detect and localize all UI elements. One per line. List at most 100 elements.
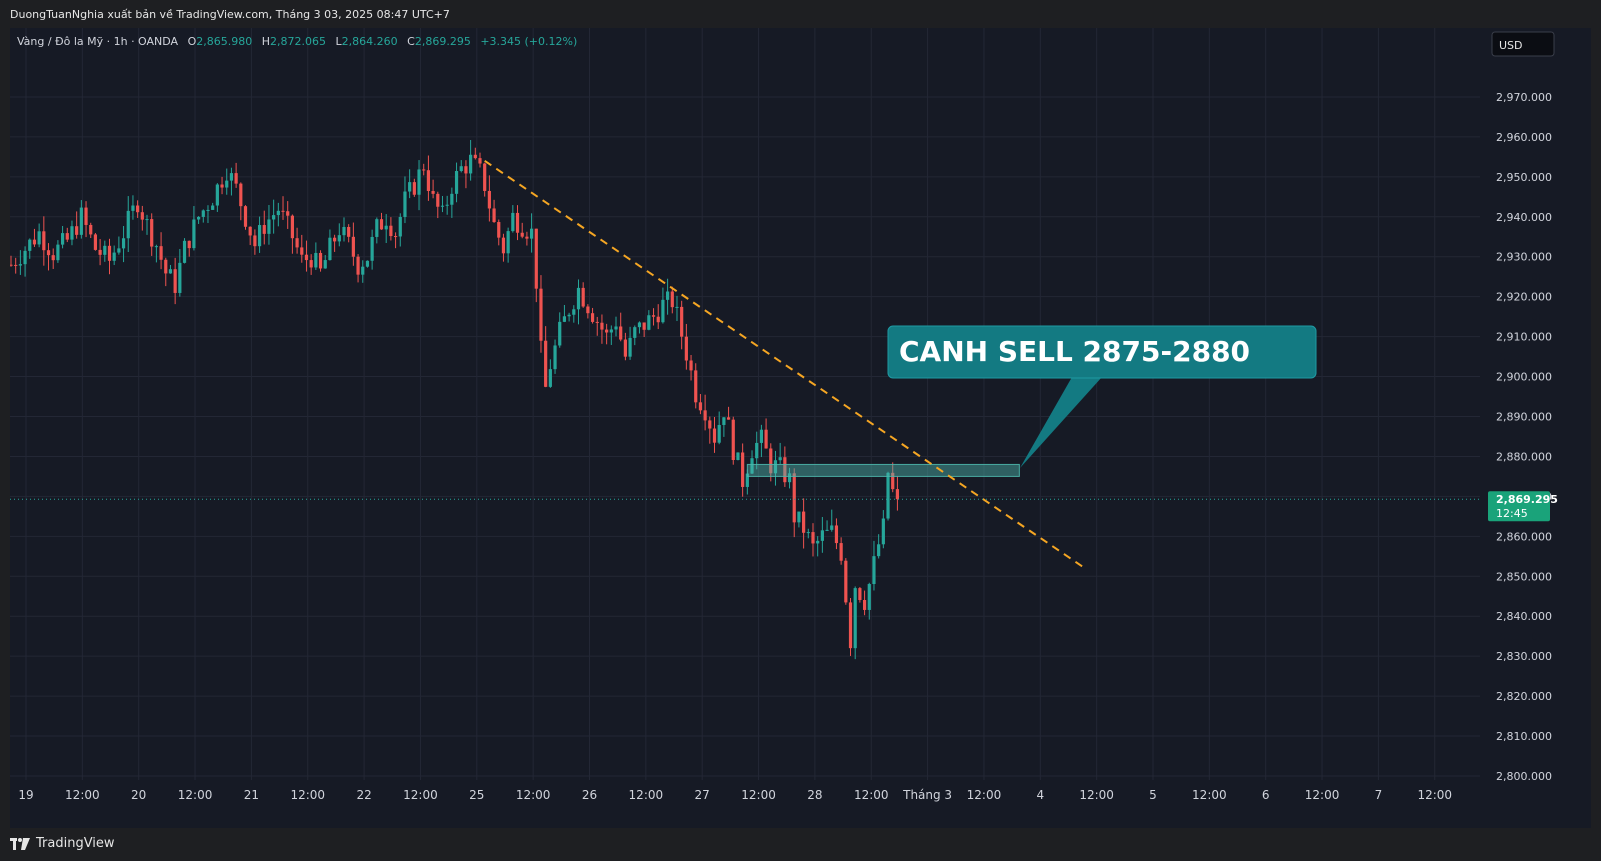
candle-down — [698, 402, 703, 411]
candle-up — [18, 264, 22, 266]
candle-down — [379, 219, 384, 230]
candle-down — [642, 322, 646, 330]
candle-down — [187, 240, 191, 249]
candle-down — [895, 489, 900, 500]
candle-down — [708, 420, 712, 429]
candle-down — [32, 239, 37, 245]
candle-up — [558, 321, 562, 346]
candle-down — [46, 250, 51, 256]
candle-down — [656, 316, 660, 323]
candle-down — [243, 206, 248, 227]
candle-up — [267, 219, 271, 234]
candle-down — [605, 329, 609, 333]
candle-down — [473, 154, 477, 159]
y-tick-label: 2,930.000 — [1496, 251, 1552, 264]
candle-up — [628, 337, 632, 357]
candle-down — [651, 315, 656, 317]
candle-up — [154, 246, 158, 248]
candle-down — [839, 543, 843, 561]
candle-down — [534, 228, 538, 289]
y-tick-label: 2,830.000 — [1496, 650, 1552, 663]
candle-up — [736, 452, 740, 461]
candle-up — [272, 215, 276, 220]
candle-down — [84, 207, 88, 225]
candle-down — [220, 184, 224, 188]
candle-down — [848, 602, 853, 649]
candle-down — [689, 360, 693, 371]
time-scale[interactable] — [10, 780, 1591, 828]
candle-up — [454, 171, 459, 194]
x-tick-label: 12:00 — [967, 788, 1002, 802]
candle-down — [741, 452, 745, 487]
x-tick-label: 12:00 — [629, 788, 664, 802]
candle-up — [117, 248, 121, 253]
y-tick-label: 2,840.000 — [1496, 610, 1552, 623]
x-tick-label: 5 — [1149, 788, 1157, 802]
x-tick-label: 25 — [469, 788, 484, 802]
candle-up — [553, 345, 557, 370]
candle-down — [107, 245, 112, 261]
candle-down — [75, 226, 79, 235]
candle-down — [487, 190, 491, 209]
candle-down — [351, 236, 355, 257]
y-tick-label: 2,920.000 — [1496, 291, 1552, 304]
candle-up — [609, 329, 613, 333]
x-tick-label: 22 — [356, 788, 371, 802]
candle-down — [262, 225, 266, 234]
y-tick-label: 2,960.000 — [1496, 131, 1552, 144]
last-price-value: 2,869.295 — [1496, 493, 1558, 506]
legend-h-value: 2,872.065 — [270, 35, 326, 48]
plot-background[interactable] — [10, 28, 1480, 780]
candle-up — [257, 225, 262, 247]
candle-down — [14, 264, 18, 266]
y-tick-label: 2,940.000 — [1496, 211, 1552, 224]
candle-down — [680, 306, 684, 337]
x-tick-label: 12:00 — [403, 788, 438, 802]
currency-button[interactable]: USD — [1491, 31, 1555, 57]
candle-down — [712, 428, 717, 443]
candle-down — [295, 238, 299, 248]
x-tick-label: 12:00 — [1305, 788, 1340, 802]
candle-down — [811, 532, 815, 544]
x-tick-label: Tháng 3 — [902, 788, 952, 802]
candle-down — [726, 417, 731, 420]
candle-up — [759, 429, 763, 443]
legend-c-label: C — [407, 35, 415, 48]
y-tick-label: 2,900.000 — [1496, 371, 1552, 384]
x-tick-label: 12:00 — [1417, 788, 1452, 802]
legend-c-value: 2,869.295 — [415, 35, 471, 48]
legend-o-value: 2,865.980 — [196, 35, 252, 48]
candle-up — [825, 529, 829, 531]
candle-down — [802, 511, 806, 533]
y-tick-label: 2,810.000 — [1496, 730, 1552, 743]
chart-frame[interactable]: 2,970.000 2,960.000 2,950.000 2,940.000 2,93… — [9, 28, 1591, 828]
zone-layer — [746, 463, 1020, 477]
candle-up — [529, 228, 534, 239]
candle-down — [309, 260, 313, 268]
candle-down — [412, 182, 416, 195]
candle-up — [511, 212, 515, 232]
candle-up — [675, 306, 679, 308]
x-tick-label: 12:00 — [290, 788, 325, 802]
candle-down — [318, 252, 323, 269]
callout-box — [887, 325, 1317, 379]
candle-up — [576, 287, 581, 310]
callout[interactable]: CANH SELL 2875-2880 — [887, 325, 1317, 468]
candle-down — [304, 254, 309, 261]
legend-l-value: 2,864.260 — [342, 35, 398, 48]
candle-down — [98, 249, 102, 255]
candle-up — [145, 219, 149, 221]
price-scale[interactable] — [1480, 28, 1591, 780]
x-axis-labels: 19 12:00 20 12:00 21 12:00 22 12:00 25 12:00 26 12:… — [18, 788, 1452, 802]
tradingview-brand[interactable]: TradingView — [10, 836, 115, 851]
candle-up — [192, 219, 196, 249]
candle-up — [197, 216, 201, 220]
candle-up — [816, 540, 820, 544]
candle-down — [389, 225, 393, 237]
candle-down — [483, 163, 487, 191]
y-tick-label: 2,950.000 — [1496, 171, 1552, 184]
candle-up — [60, 233, 65, 245]
candle-up — [506, 231, 510, 254]
candle-down — [159, 246, 163, 260]
candle-down — [290, 215, 294, 239]
